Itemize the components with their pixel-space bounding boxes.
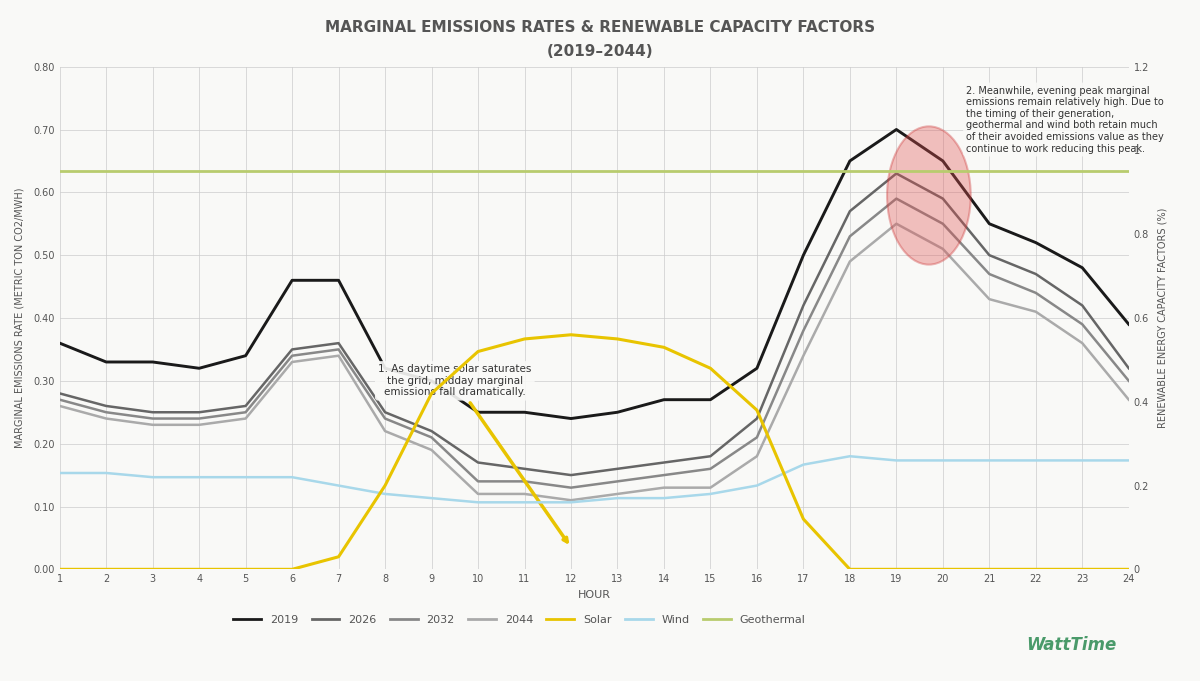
Legend: 2019, 2026, 2032, 2044, Solar, Wind, Geothermal: 2019, 2026, 2032, 2044, Solar, Wind, Geo…: [229, 610, 810, 629]
Y-axis label: RENEWABLE ENERGY CAPACITY FACTORS (%): RENEWABLE ENERGY CAPACITY FACTORS (%): [1157, 208, 1168, 428]
Text: 1. As daytime solar saturates
the grid, midday marginal
emissions fall dramatica: 1. As daytime solar saturates the grid, …: [378, 364, 568, 542]
X-axis label: HOUR: HOUR: [577, 590, 611, 600]
Text: (2019–2044): (2019–2044): [547, 44, 653, 59]
Text: 2. Meanwhile, evening peak marginal
emissions remain relatively high. Due to
the: 2. Meanwhile, evening peak marginal emis…: [966, 86, 1164, 153]
Text: WattTime: WattTime: [1026, 636, 1116, 654]
Text: MARGINAL EMISSIONS RATES & RENEWABLE CAPACITY FACTORS: MARGINAL EMISSIONS RATES & RENEWABLE CAP…: [325, 20, 875, 35]
Ellipse shape: [887, 127, 971, 265]
Y-axis label: MARGINAL EMISSIONS RATE (METRIC TON CO2/MWH): MARGINAL EMISSIONS RATE (METRIC TON CO2/…: [14, 188, 25, 448]
